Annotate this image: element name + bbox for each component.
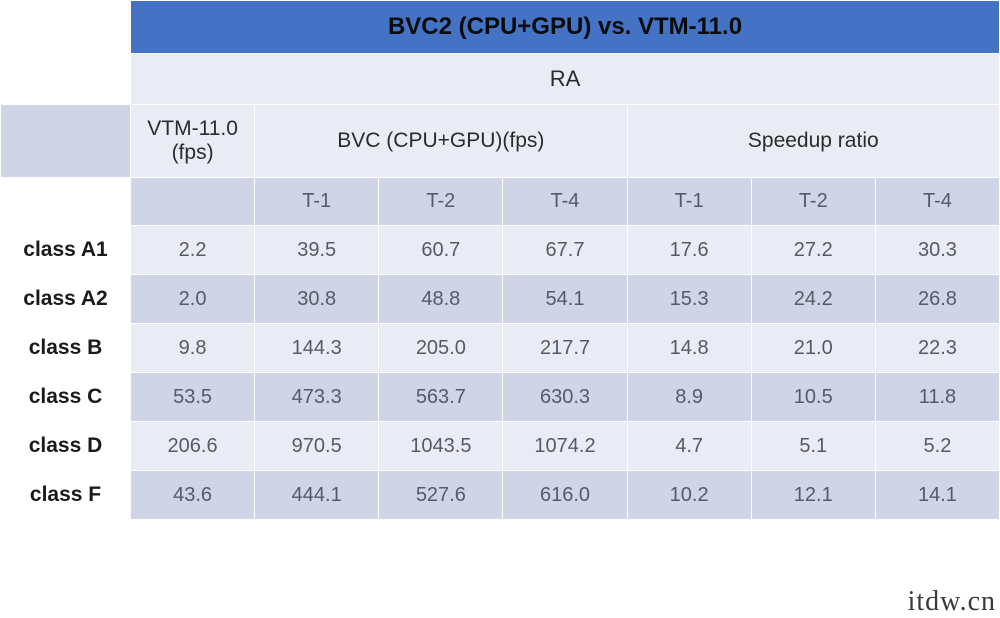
table-row: class A22.030.848.854.115.324.226.8 (1, 275, 1000, 324)
cell-bvc-t4: 217.7 (503, 324, 627, 373)
cell-sp-t1: 15.3 (627, 275, 751, 324)
cell-bvc-t4: 1074.2 (503, 422, 627, 471)
cell-bvc-t2: 563.7 (379, 373, 503, 422)
sub-sp-t1: T-1 (627, 178, 751, 226)
row-label: class B (1, 324, 131, 373)
row-label: class F (1, 471, 131, 520)
cell-bvc-t1: 444.1 (255, 471, 379, 520)
sub-bvc-t1: T-1 (255, 178, 379, 226)
sub-empty-label (1, 178, 131, 226)
cell-sp-t4: 5.2 (875, 422, 999, 471)
cell-bvc-t4: 67.7 (503, 226, 627, 275)
super-header: RA (131, 54, 1000, 105)
cell-sp-t2: 21.0 (751, 324, 875, 373)
cell-bvc-t2: 1043.5 (379, 422, 503, 471)
cell-bvc-t1: 30.8 (255, 275, 379, 324)
cell-sp-t2: 5.1 (751, 422, 875, 471)
cell-vtm: 53.5 (131, 373, 255, 422)
table-row: class F43.6444.1527.6616.010.212.114.1 (1, 471, 1000, 520)
cell-vtm: 2.0 (131, 275, 255, 324)
cell-sp-t4: 14.1 (875, 471, 999, 520)
cell-sp-t2: 10.5 (751, 373, 875, 422)
cell-sp-t4: 22.3 (875, 324, 999, 373)
cell-sp-t2: 12.1 (751, 471, 875, 520)
cell-sp-t2: 27.2 (751, 226, 875, 275)
watermark-text: itdw.cn (908, 586, 996, 618)
table-row: class C53.5473.3563.7630.38.910.511.8 (1, 373, 1000, 422)
cell-vtm: 2.2 (131, 226, 255, 275)
cell-sp-t1: 14.8 (627, 324, 751, 373)
cell-sp-t4: 11.8 (875, 373, 999, 422)
cell-vtm: 43.6 (131, 471, 255, 520)
cell-bvc-t2: 48.8 (379, 275, 503, 324)
cell-vtm: 9.8 (131, 324, 255, 373)
cell-bvc-t4: 630.3 (503, 373, 627, 422)
cell-sp-t4: 26.8 (875, 275, 999, 324)
row-label: class C (1, 373, 131, 422)
cell-bvc-t1: 144.3 (255, 324, 379, 373)
table-row: class D206.6970.51043.51074.24.75.15.2 (1, 422, 1000, 471)
table-title: BVC2 (CPU+GPU) vs. VTM-11.0 (131, 1, 1000, 54)
table-row: class B9.8144.3205.0217.714.821.022.3 (1, 324, 1000, 373)
sub-empty-vtm (131, 178, 255, 226)
cell-sp-t1: 8.9 (627, 373, 751, 422)
cell-bvc-t2: 205.0 (379, 324, 503, 373)
cell-sp-t1: 10.2 (627, 471, 751, 520)
comparison-table: BVC2 (CPU+GPU) vs. VTM-11.0RAVTM-11.0 (f… (0, 0, 1000, 520)
super-header-row: RA (1, 54, 1000, 105)
cell-bvc-t1: 473.3 (255, 373, 379, 422)
sub-bvc-t2: T-2 (379, 178, 503, 226)
cell-bvc-t4: 616.0 (503, 471, 627, 520)
cell-sp-t1: 17.6 (627, 226, 751, 275)
row-label: class A2 (1, 275, 131, 324)
sub-header-row: T-1T-2T-4T-1T-2T-4 (1, 178, 1000, 226)
group-speedup: Speedup ratio (627, 105, 999, 178)
group-bvc: BVC (CPU+GPU)(fps) (255, 105, 627, 178)
cell-sp-t2: 24.2 (751, 275, 875, 324)
cell-vtm: 206.6 (131, 422, 255, 471)
group-header-row: VTM-11.0 (fps)BVC (CPU+GPU)(fps)Speedup … (1, 105, 1000, 178)
group-vtm: VTM-11.0 (fps) (131, 105, 255, 178)
title-empty (1, 1, 131, 54)
title-row: BVC2 (CPU+GPU) vs. VTM-11.0 (1, 1, 1000, 54)
cell-bvc-t2: 527.6 (379, 471, 503, 520)
cell-bvc-t1: 970.5 (255, 422, 379, 471)
super-empty (1, 54, 131, 105)
cell-sp-t4: 30.3 (875, 226, 999, 275)
cell-bvc-t4: 54.1 (503, 275, 627, 324)
cell-bvc-t2: 60.7 (379, 226, 503, 275)
row-label: class A1 (1, 226, 131, 275)
row-label: class D (1, 422, 131, 471)
cell-sp-t1: 4.7 (627, 422, 751, 471)
sub-bvc-t4: T-4 (503, 178, 627, 226)
sub-sp-t4: T-4 (875, 178, 999, 226)
cell-bvc-t1: 39.5 (255, 226, 379, 275)
group-empty (1, 105, 131, 178)
table-row: class A12.239.560.767.717.627.230.3 (1, 226, 1000, 275)
sub-sp-t2: T-2 (751, 178, 875, 226)
